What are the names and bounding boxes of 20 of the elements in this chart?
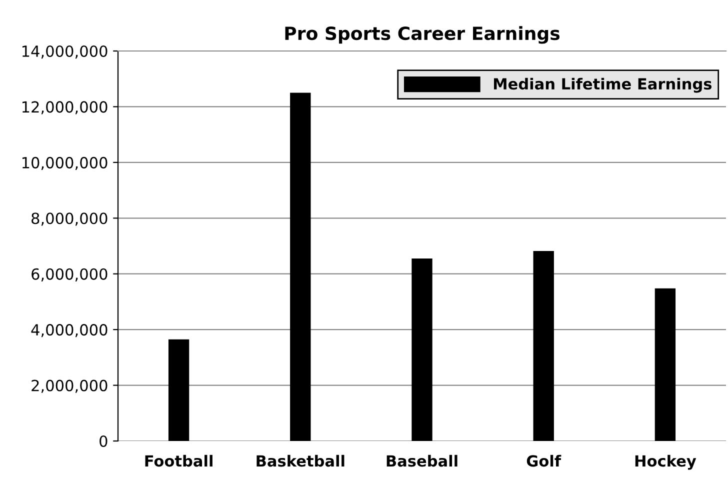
x-tick-label: Hockey xyxy=(635,454,696,470)
y-tick-label: 2,000,000 xyxy=(32,380,108,393)
bar xyxy=(290,92,311,441)
x-tick-label: Golf xyxy=(526,454,562,467)
bar xyxy=(168,339,190,441)
y-tick-label: 8,000,000 xyxy=(32,212,108,226)
y-tick-label: 10,000,000 xyxy=(22,156,108,170)
x-tick-label: Baseball xyxy=(386,454,458,467)
y-tick-label: 14,000,000 xyxy=(22,45,108,59)
x-tick-label: Basketball xyxy=(256,454,344,467)
y-tick-label: 12,000,000 xyxy=(22,101,108,114)
bar xyxy=(654,288,676,441)
y-tick-label: 4,000,000 xyxy=(31,324,108,338)
bar xyxy=(412,258,432,441)
y-tick-label: 6,000,000 xyxy=(32,268,108,282)
x-tick-label: Football xyxy=(145,454,212,467)
bar xyxy=(533,251,554,441)
y-tick-label: 0 xyxy=(100,435,108,448)
legend-label: Median Lifetime Earnings xyxy=(494,78,712,93)
chart-title: Pro Sports Career Earnings xyxy=(285,26,560,44)
